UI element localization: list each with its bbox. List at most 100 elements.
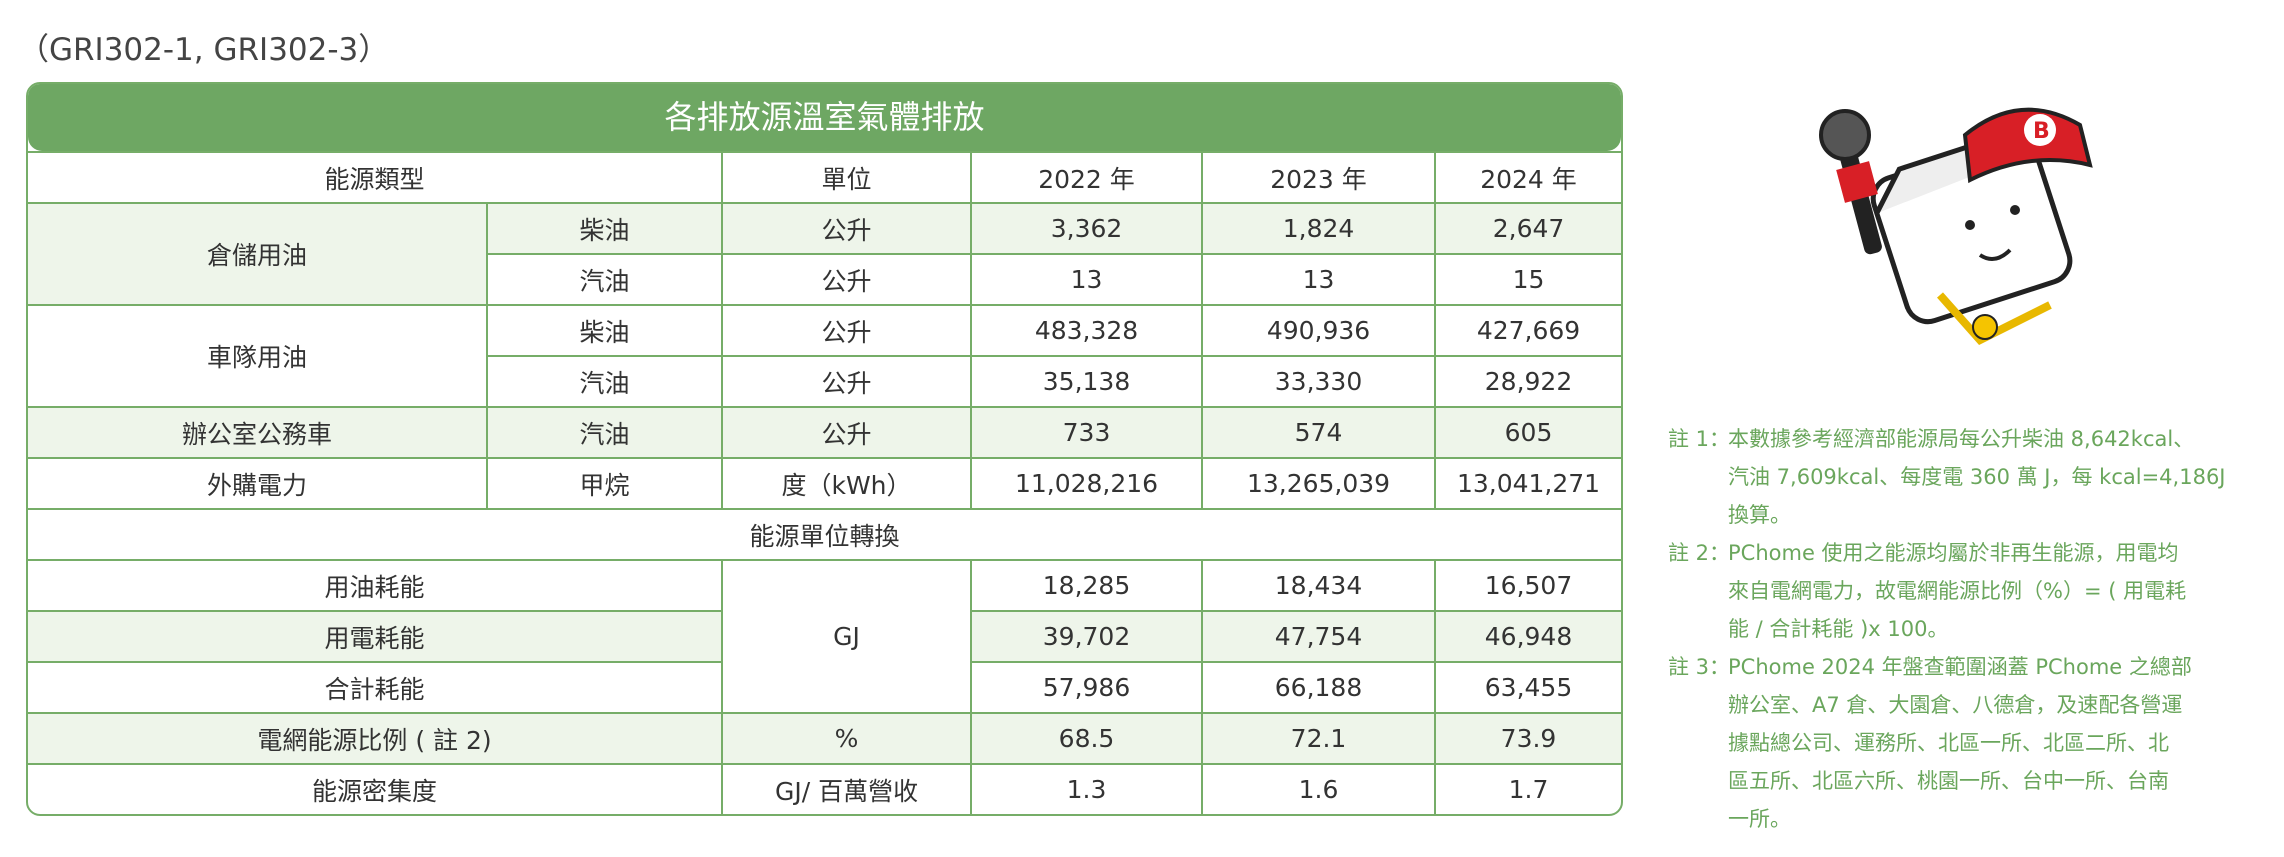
group-cell: 倉儲用油 <box>28 202 488 306</box>
value-cell: 13,265,039 <box>1201 457 1437 510</box>
unit-cell: GJ <box>721 559 973 714</box>
unit-cell: 公升 <box>721 355 973 408</box>
note-line: 一所。 <box>1668 800 2284 838</box>
value-cell: 483,328 <box>970 304 1204 357</box>
note-label <box>1668 800 1728 838</box>
value-cell: 18,434 <box>1201 559 1437 612</box>
data-row: 能源密集度 GJ/ 百萬營收 1.3 1.6 1.7 <box>28 763 1621 814</box>
fuel-cell: 甲烷 <box>485 457 724 510</box>
section-cell: 能源單位轉換 <box>28 508 1621 561</box>
value-cell: 3,362 <box>970 202 1204 255</box>
value-cell: 11,028,216 <box>970 457 1204 510</box>
note-line: 據點總公司、運務所、北區一所、北區二所、北 <box>1668 724 2284 762</box>
note-label: 註 1： <box>1668 427 1731 451</box>
mascot: B <box>1819 107 2093 345</box>
unit-cell: GJ/ 百萬營收 <box>721 763 973 814</box>
name-cell: 用油耗能 <box>28 559 724 612</box>
value-cell: 47,754 <box>1201 610 1437 663</box>
data-row: 汽油 公升 13 13 15 <box>28 253 1621 306</box>
note-label <box>1668 724 1728 762</box>
value-cell: 2,647 <box>1434 202 1621 255</box>
note-text: 一所。 <box>1728 807 1791 831</box>
value-cell: 72.1 <box>1201 712 1437 765</box>
value-cell: 13 <box>1201 253 1437 306</box>
fuel-cell: 汽油 <box>487 253 724 306</box>
fuel-cell: 汽油 <box>487 355 724 408</box>
value-cell: 1,824 <box>1201 202 1437 255</box>
value-cell: 16,507 <box>1434 559 1621 612</box>
fuel-cell: 柴油 <box>485 304 724 357</box>
energy-row: 用電耗能 39,702 47,754 46,948 <box>28 610 1621 663</box>
note-text: 來自電網電力，故電網能源比例（%）= ( 用電耗 <box>1728 579 2187 603</box>
note-label <box>1668 458 1728 496</box>
value-cell: 18,285 <box>970 559 1204 612</box>
data-row: 電網能源比例 ( 註 2)% 68.5 72.1 73.9 <box>28 712 1621 765</box>
note-line: 註 2： PChome 使用之能源均屬於非再生能源，用電均 <box>1668 534 2284 572</box>
value-cell: 63,455 <box>1434 661 1621 714</box>
value-cell: 15 <box>1434 253 1621 306</box>
table: 能源類型 單位 2022 年 2023 年 2024 年倉儲用油 柴油 公升 3,362 1,8… <box>28 151 1621 814</box>
unit-cell: 公升 <box>721 304 973 357</box>
note-text: 汽油 7,609kcal、每度電 360 萬 J，每 kcal=4,186J <box>1728 465 2226 489</box>
value-cell: 427,669 <box>1434 304 1621 357</box>
fuel-cell: 柴油 <box>485 202 724 255</box>
header-cell: 單位 <box>721 151 973 204</box>
value-cell: 1.7 <box>1434 763 1621 814</box>
note-line: 辦公室、A7 倉、大園倉、八德倉，及速配各營運 <box>1668 686 2284 724</box>
value-cell: 733 <box>970 406 1204 459</box>
header-cell: 2023 年 <box>1201 151 1437 204</box>
unit-cell: 公升 <box>721 406 973 459</box>
value-cell: 490,936 <box>1201 304 1437 357</box>
name-cell: 電網能源比例 ( 註 2) <box>28 712 724 765</box>
note-line: 來自電網電力，故電網能源比例（%）= ( 用電耗 <box>1668 572 2284 610</box>
energy-row: 合計耗能 57,986 66,188 63,455 <box>28 661 1621 714</box>
table-title: 各排放源溫室氣體排放 <box>28 84 1621 151</box>
header-row: 能源類型 單位 2022 年 2023 年 2024 年 <box>28 151 1621 204</box>
value-cell: 1.3 <box>970 763 1204 814</box>
name-cell: 用電耗能 <box>28 610 724 663</box>
value-cell: 35,138 <box>970 355 1204 408</box>
note-label <box>1668 572 1728 610</box>
note-label <box>1668 762 1728 800</box>
value-cell: 574 <box>1201 406 1437 459</box>
note-line: 註 1： 本數據參考經濟部能源局每公升柴油 8,642kcal、 <box>1668 420 2284 458</box>
note-line: 區五所、北區六所、桃園一所、台中一所、台南 <box>1668 762 2284 800</box>
group-cell: 辦公室公務車 <box>28 406 488 459</box>
note-line: 註 3： PChome 2024 年盤查範圍涵蓋 PChome 之總部 <box>1668 648 2284 686</box>
group-cell: 車隊用油 <box>28 304 488 408</box>
notes: 註 1： 本數據參考經濟部能源局每公升柴油 8,642kcal、汽油 7,609k… <box>1668 420 2284 838</box>
data-row: 倉儲用油 柴油 公升 3,362 1,824 2,647 <box>28 202 1621 306</box>
value-cell: 68.5 <box>970 712 1204 765</box>
value-cell: 33,330 <box>1201 355 1437 408</box>
value-cell: 39,702 <box>970 610 1204 663</box>
note-label: 註 2： <box>1668 541 1731 565</box>
note-line: 換算。 <box>1668 496 2284 534</box>
value-cell: 605 <box>1434 406 1621 459</box>
note-label: 註 3： <box>1668 655 1731 679</box>
note-text: 能 / 合計耗能 )x 100。 <box>1728 617 1949 641</box>
group-cell: 外購電力 <box>28 457 488 510</box>
header-cell: 能源類型 <box>28 151 724 204</box>
reference: （GRI302-1, GRI302-3） <box>18 32 390 68</box>
value-cell: 46,948 <box>1434 610 1621 663</box>
note-label <box>1668 610 1728 648</box>
data-row: 車隊用油 柴油 公升 483,328 490,936 427,669 <box>28 304 1621 408</box>
table-frame: 各排放源溫室氣體排放 能源類型 單位 2022 年 2023 年 2024 年倉儲用油柴… <box>26 82 1623 816</box>
energy-row: 用油耗能 GJ 18,285 18,434 16,507 <box>28 559 1621 714</box>
note-text: PChome 使用之能源均屬於非再生能源，用電均 <box>1728 541 2179 565</box>
unit-cell: % <box>721 712 973 765</box>
note-text: 換算。 <box>1728 503 1791 527</box>
data-row: 辦公室公務車 汽油 公升 733 574 605 <box>28 406 1621 459</box>
fuel-cell: 汽油 <box>485 406 724 459</box>
note-line: 能 / 合計耗能 )x 100。 <box>1668 610 2284 648</box>
value-cell: 57,986 <box>970 661 1204 714</box>
unit-cell: 公升 <box>721 253 973 306</box>
name-cell: 合計耗能 <box>28 661 724 714</box>
data-row: 汽油 公升 35,138 33,330 28,922 <box>28 355 1621 408</box>
value-cell: 66,188 <box>1201 661 1437 714</box>
data-row: 外購電力 甲烷 度（kWh） 11,028,216 13,265,039 13,041,2… <box>28 457 1621 510</box>
value-cell: 13 <box>970 253 1204 306</box>
value-cell: 28,922 <box>1434 355 1621 408</box>
unit-cell: 度（kWh） <box>721 457 973 510</box>
